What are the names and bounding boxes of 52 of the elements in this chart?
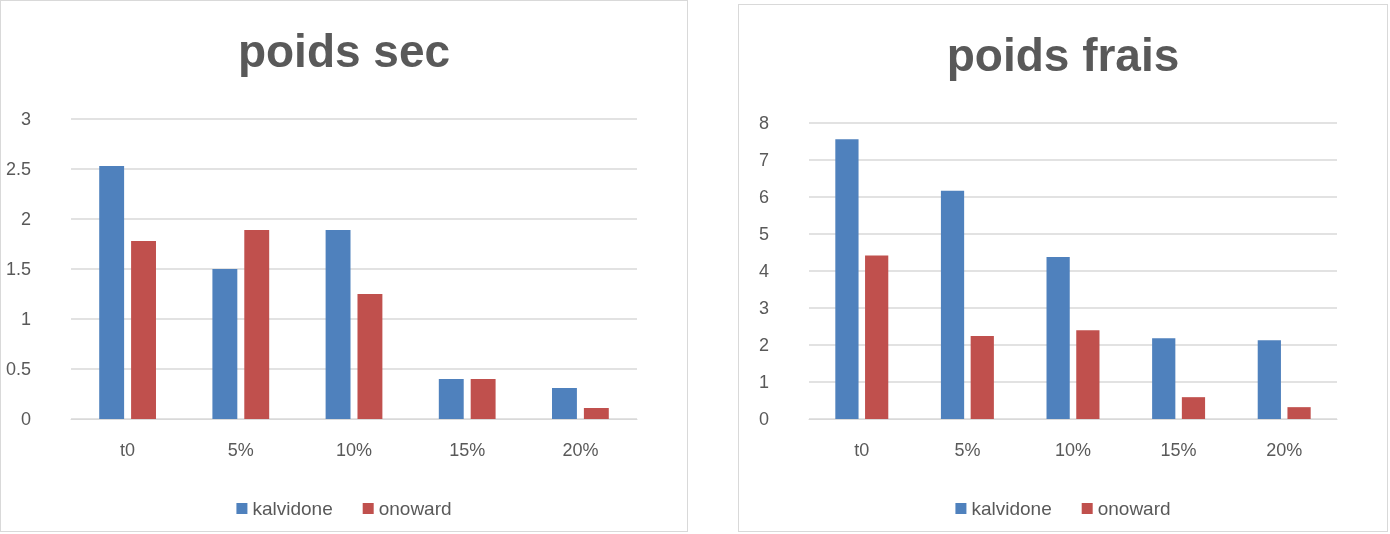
bar (835, 139, 859, 419)
y-tick-label: 0 (758, 409, 769, 429)
bar (1046, 256, 1070, 419)
bar (470, 379, 496, 419)
y-tick-label: 1 (758, 372, 769, 392)
bar (438, 379, 464, 419)
bar (552, 388, 577, 419)
bar (212, 269, 238, 419)
bar (970, 336, 994, 419)
x-tick-label: 15% (449, 440, 486, 460)
bar (1257, 340, 1281, 419)
legend-label: onoward (1097, 498, 1171, 519)
x-tick-label: 5% (227, 440, 254, 460)
y-tick-label: 8 (758, 113, 769, 133)
y-tick-label: 5 (758, 224, 769, 244)
y-tick-label: 7 (758, 150, 769, 170)
y-tick-label: 2 (758, 335, 769, 355)
y-tick-label: 6 (758, 187, 769, 207)
x-tick-label: t0 (120, 440, 136, 460)
bar (357, 294, 383, 419)
bar (940, 190, 965, 419)
bar (1152, 338, 1176, 419)
x-tick-label: 20% (562, 440, 599, 460)
bar (583, 408, 609, 419)
y-tick-label: 3 (758, 298, 769, 318)
legend-label: onoward (378, 498, 452, 519)
x-tick-label: 20% (1266, 440, 1303, 460)
x-tick-label: 5% (954, 440, 981, 460)
bar (99, 166, 125, 419)
bar (1287, 407, 1311, 419)
bar (1076, 330, 1100, 419)
y-tick-label: 3 (20, 109, 31, 129)
bar (865, 255, 889, 419)
chart-title: poids sec (237, 25, 451, 77)
bar (325, 230, 351, 419)
bar (131, 241, 156, 419)
bar (244, 230, 270, 419)
chart-title: poids frais (946, 29, 1180, 81)
y-tick-label: 0.5 (5, 359, 31, 379)
y-tick-label: 4 (758, 261, 769, 281)
y-tick-label: 2.5 (5, 159, 31, 179)
bar (1181, 397, 1206, 419)
y-tick-label: 0 (20, 409, 31, 429)
x-tick-label: 10% (335, 440, 373, 460)
y-tick-label: 1 (20, 309, 31, 329)
legend-label: kalvidone (971, 498, 1052, 519)
legend-label: kalvidone (252, 498, 333, 519)
x-tick-label: t0 (854, 440, 870, 460)
x-tick-label: 15% (1160, 440, 1197, 460)
x-tick-label: 10% (1054, 440, 1092, 460)
y-tick-label: 2 (20, 209, 31, 229)
y-tick-label: 1.5 (5, 259, 31, 279)
